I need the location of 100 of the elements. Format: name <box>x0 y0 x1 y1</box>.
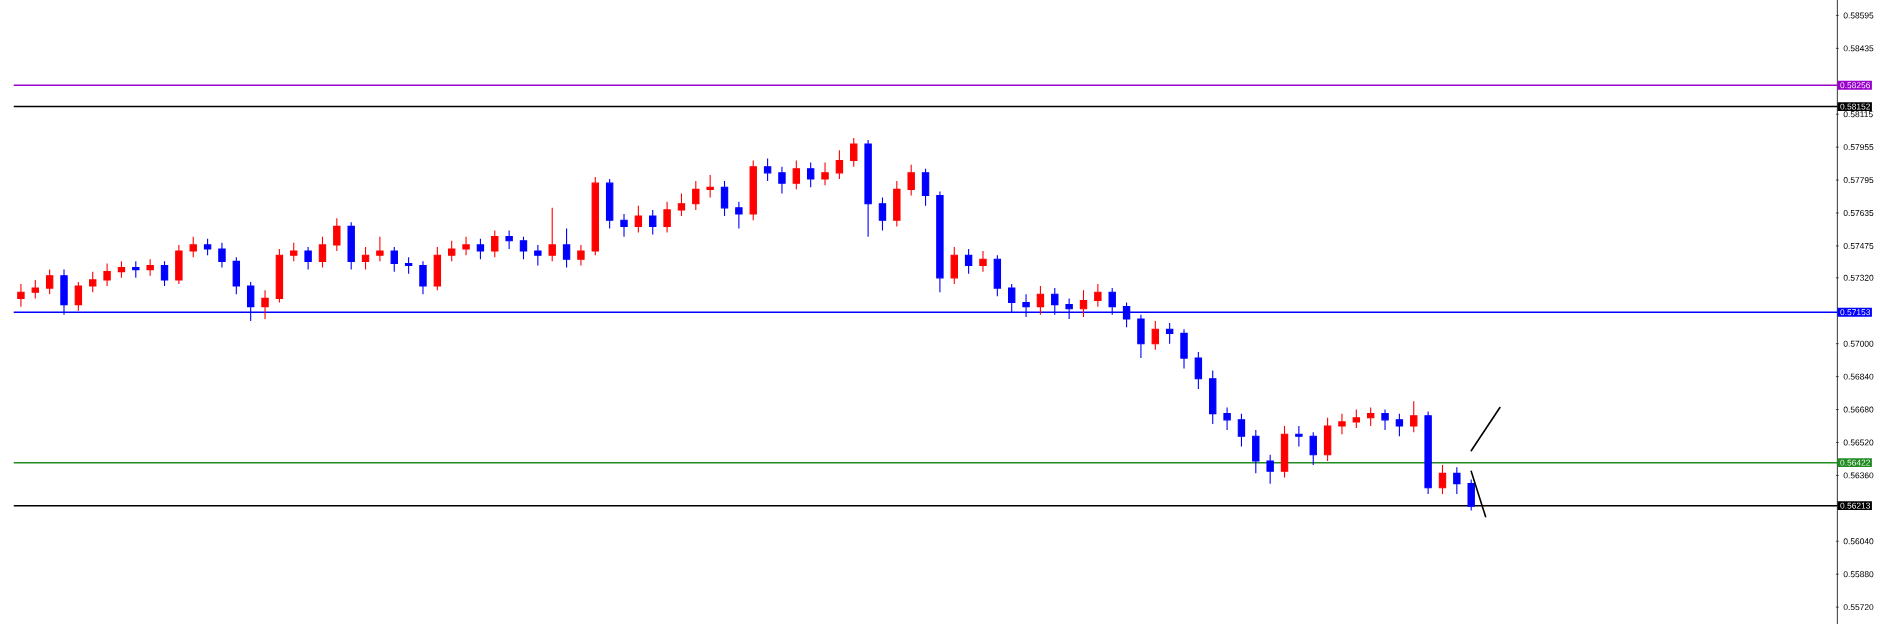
candlestick <box>505 229 513 250</box>
candlestick <box>347 221 355 270</box>
candlestick <box>1438 464 1447 495</box>
candlestick <box>218 242 226 268</box>
ref-line-label: 0.58256 <box>1840 82 1871 88</box>
candlestick <box>117 260 126 279</box>
candlestick <box>146 258 154 277</box>
candlestick <box>1194 351 1203 390</box>
candlestick <box>419 260 427 295</box>
y-tick-label: 0.57000 <box>1843 340 1874 347</box>
candlestick <box>1266 454 1274 484</box>
candlestick <box>1352 408 1361 429</box>
candlestick <box>1395 412 1404 437</box>
candlestick <box>1151 320 1159 351</box>
candlestick <box>864 139 872 238</box>
candlestick <box>1209 369 1217 425</box>
candlestick <box>634 205 643 233</box>
candlestick <box>404 256 413 275</box>
candlestick <box>1381 408 1389 431</box>
candlestick <box>735 200 743 229</box>
candlestick <box>950 246 958 285</box>
candlestick <box>792 159 801 190</box>
candlestick <box>31 279 39 299</box>
candlestick <box>318 235 327 268</box>
candlestick <box>1280 425 1289 478</box>
candlestick <box>333 217 341 252</box>
candlestick <box>290 242 298 262</box>
y-tick-label: 0.57475 <box>1843 242 1874 249</box>
candlestick <box>749 159 757 221</box>
candlestick <box>89 270 97 293</box>
candlestick <box>1323 417 1332 462</box>
candlestick <box>1295 425 1303 447</box>
candlestick <box>893 180 901 227</box>
y-tick-label: 0.56680 <box>1843 406 1874 413</box>
ref-line-label: 0.58152 <box>1840 103 1870 110</box>
candlestick <box>921 168 930 207</box>
candlestick <box>663 200 671 233</box>
candlestick <box>519 235 528 260</box>
candlestick <box>275 248 284 303</box>
candlestick <box>692 180 700 211</box>
y-tick-label: 0.56360 <box>1843 472 1874 479</box>
ref-line-label: 0.56213 <box>1840 502 1871 509</box>
candlestick <box>936 190 944 293</box>
candlestick <box>232 256 241 295</box>
candlestick <box>993 254 1002 297</box>
candlestick <box>1237 412 1246 447</box>
candlestick <box>1424 410 1432 495</box>
candlestick <box>132 260 140 279</box>
candlestick <box>103 262 111 287</box>
candlestick <box>548 207 556 262</box>
y-tick-label: 0.57795 <box>1843 176 1874 183</box>
candlestick <box>1467 478 1475 511</box>
candlestick <box>1338 412 1346 435</box>
candlestick <box>304 246 312 270</box>
candlestick <box>1165 322 1174 345</box>
candlestick <box>361 246 370 270</box>
y-tick-label: 0.55720 <box>1843 603 1874 610</box>
candlestick <box>491 229 499 258</box>
candlestick <box>45 268 54 295</box>
candlestick <box>591 176 599 256</box>
candlestick <box>376 235 384 262</box>
candlestick <box>778 165 786 194</box>
ref-line-label: 0.57153 <box>1840 309 1871 315</box>
candlestick <box>562 227 571 268</box>
candlestick <box>17 283 25 307</box>
y-tick-label: 0.57320 <box>1843 274 1874 281</box>
candlestick <box>433 246 442 291</box>
candlestick <box>806 161 815 188</box>
candlestick <box>160 260 169 287</box>
candlestick <box>1410 400 1418 433</box>
y-tick-label: 0.56520 <box>1843 439 1874 446</box>
candlestick <box>706 174 714 198</box>
candlestick <box>577 244 585 266</box>
candlestick <box>1079 289 1088 318</box>
ref-line-label: 0.56422 <box>1840 459 1870 466</box>
candlestick <box>1180 328 1188 369</box>
candlestick <box>649 209 657 235</box>
candlestick <box>462 235 470 256</box>
y-tick-label: 0.55880 <box>1843 571 1874 577</box>
candlestick <box>534 244 542 266</box>
candlestick <box>720 180 729 217</box>
candlestick <box>447 240 456 262</box>
candlestick <box>821 161 829 186</box>
candlestick <box>1309 431 1317 466</box>
candlestick <box>1094 283 1102 307</box>
candlestick <box>979 250 987 272</box>
candlestick <box>175 244 183 285</box>
candlestick <box>74 281 83 312</box>
candlestick <box>1366 406 1375 427</box>
candlestick <box>907 163 915 196</box>
candlestick <box>964 248 973 275</box>
candlestick <box>850 137 858 168</box>
y-tick-label: 0.57635 <box>1843 209 1874 216</box>
candlestick <box>677 192 686 217</box>
y-tick-label: 0.58595 <box>1843 12 1874 19</box>
candlestick <box>620 213 628 238</box>
candlestick <box>261 289 269 320</box>
y-tick-label: 0.57955 <box>1843 143 1874 150</box>
y-tick-label: 0.58115 <box>1843 111 1873 117</box>
y-tick-label: 0.56040 <box>1843 538 1874 545</box>
